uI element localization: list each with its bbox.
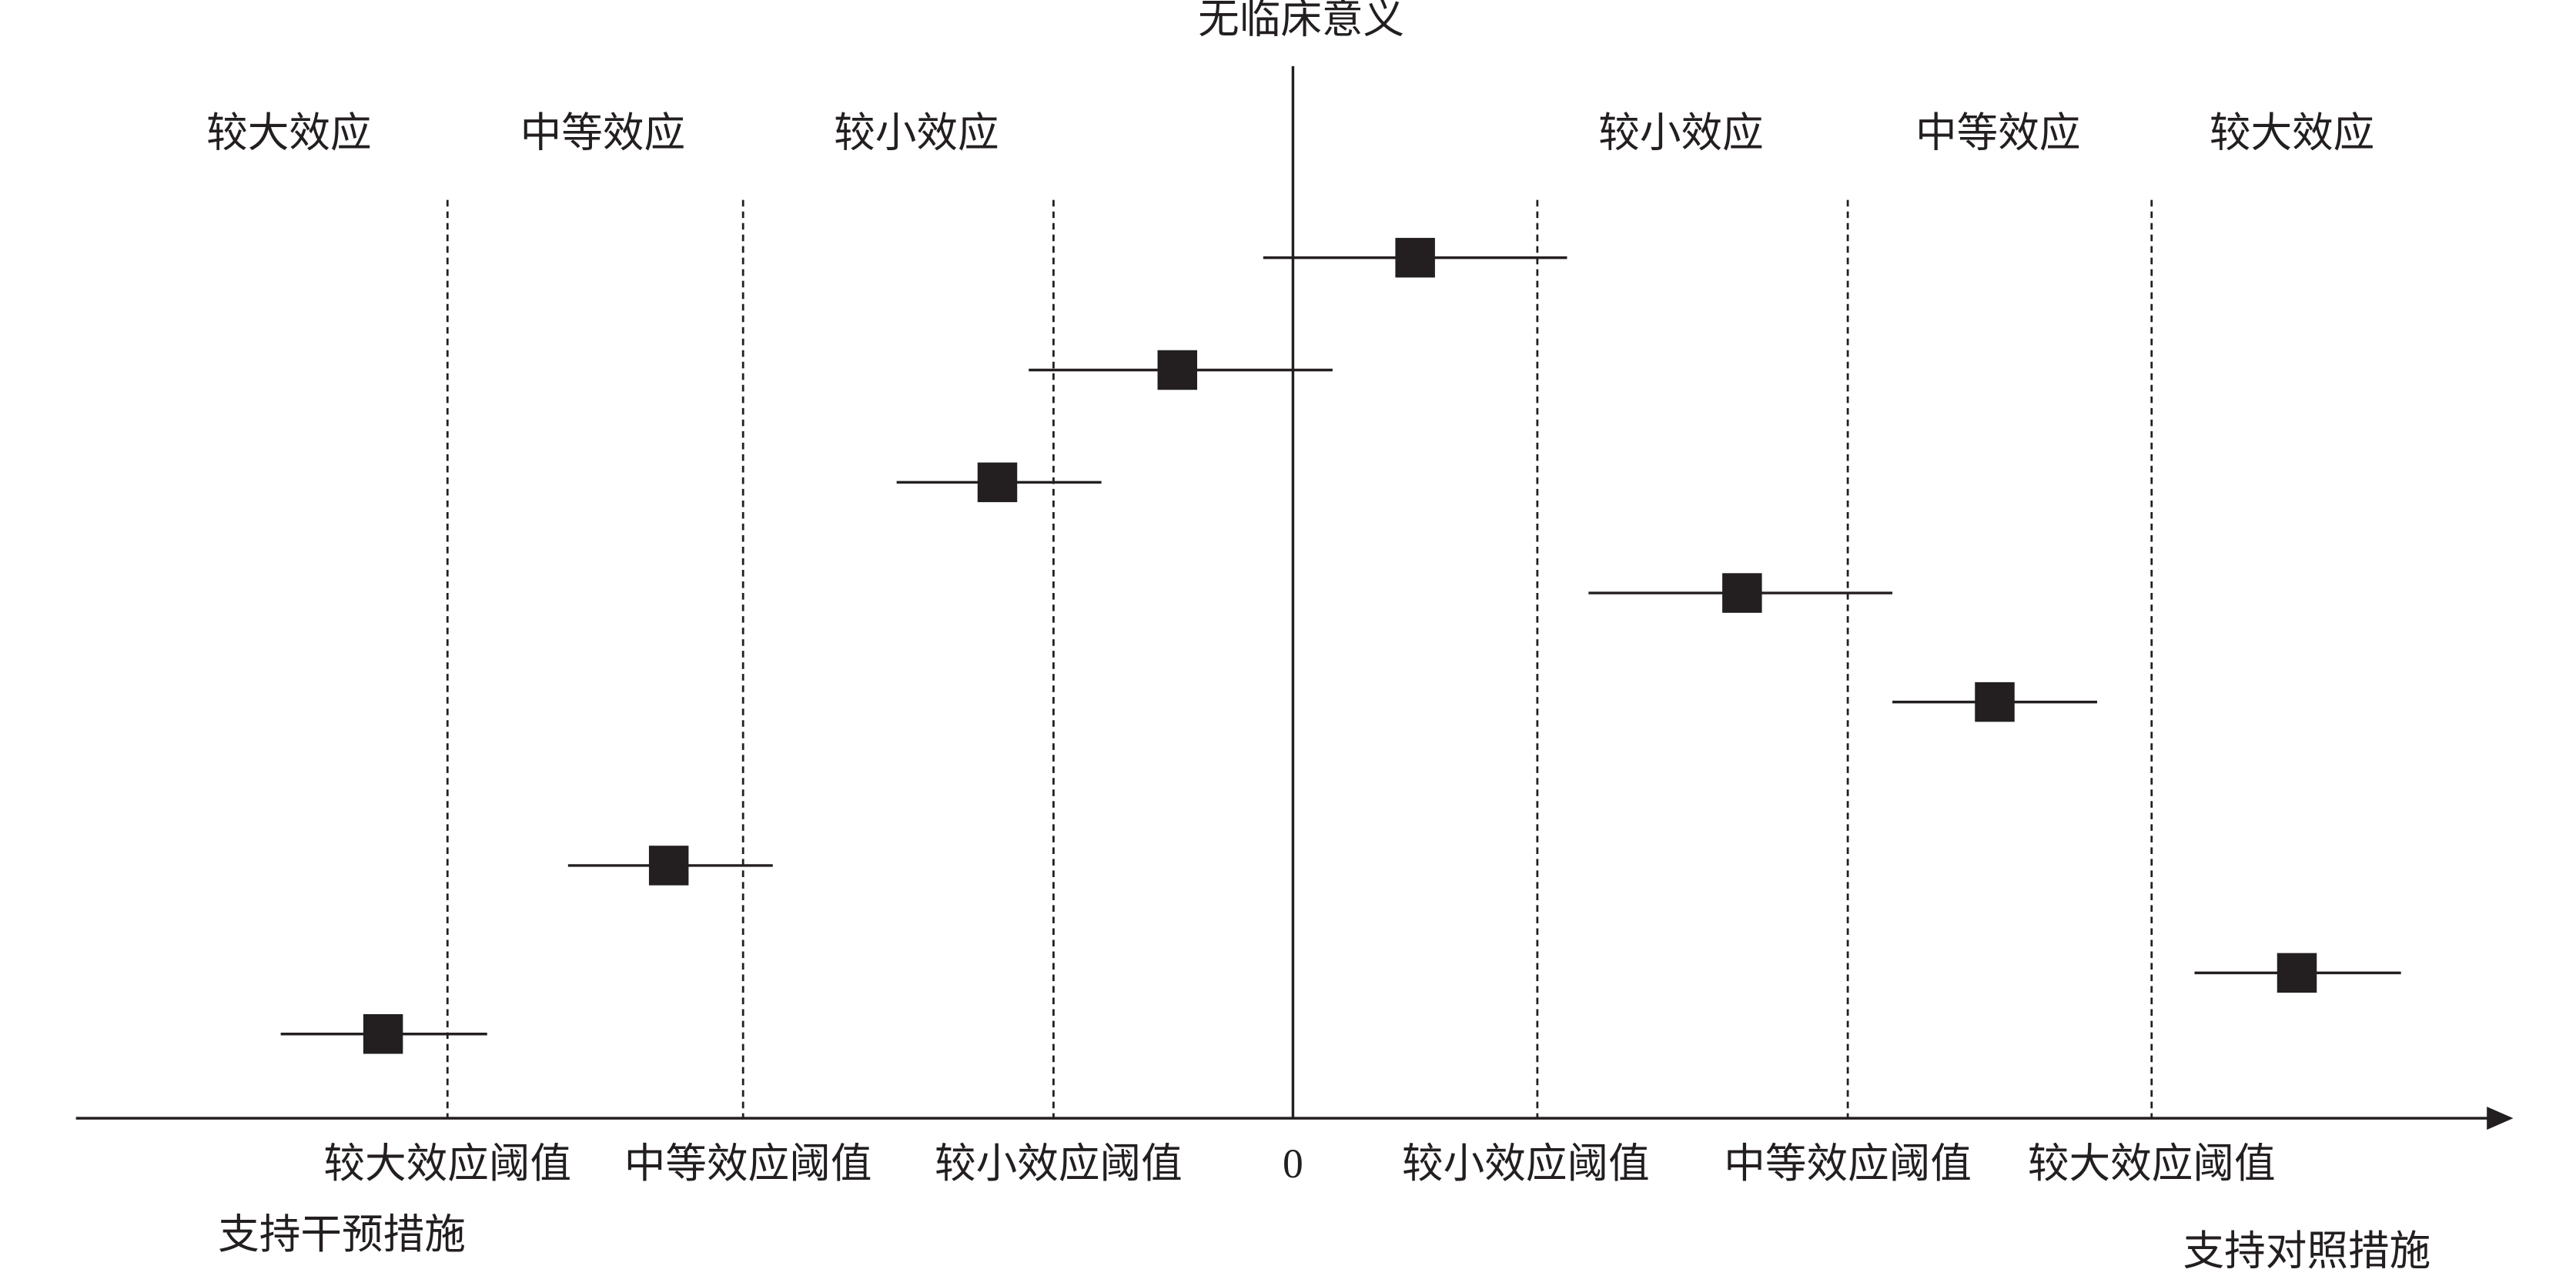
point [1975, 682, 2015, 722]
axis-arrow [2487, 1107, 2514, 1130]
point [1722, 573, 1762, 613]
direction-label: 支持对照措施 [2183, 1227, 2431, 1274]
point [363, 1013, 403, 1054]
title: 无临床意义 [1198, 0, 1404, 42]
point [977, 462, 1018, 503]
point [648, 846, 689, 886]
estimates [280, 237, 2401, 1054]
threshold-label: 较小效应阈值 [1402, 1140, 1650, 1187]
point [1157, 350, 1198, 390]
point [2277, 953, 2317, 993]
threshold-label: 较大效应阈值 [323, 1140, 571, 1187]
threshold-label: 较小效应阈值 [935, 1140, 1183, 1187]
threshold-label: 较大效应阈值 [2028, 1140, 2276, 1187]
point [1395, 237, 1435, 278]
effect-label: 较小效应 [834, 109, 999, 156]
effect-label: 较小效应 [1598, 109, 1763, 156]
threshold-label: 中等效应阈值 [624, 1140, 872, 1187]
threshold-label: 中等效应阈值 [1724, 1140, 1972, 1187]
effect-label: 较大效应 [2210, 109, 2374, 156]
effect-label: 中等效应 [1915, 109, 2080, 156]
effect-label: 中等效应 [520, 109, 685, 156]
effect-label: 较大效应 [206, 109, 371, 156]
threshold-label: 0 [1283, 1140, 1303, 1187]
direction-label: 支持干预措施 [218, 1211, 466, 1258]
